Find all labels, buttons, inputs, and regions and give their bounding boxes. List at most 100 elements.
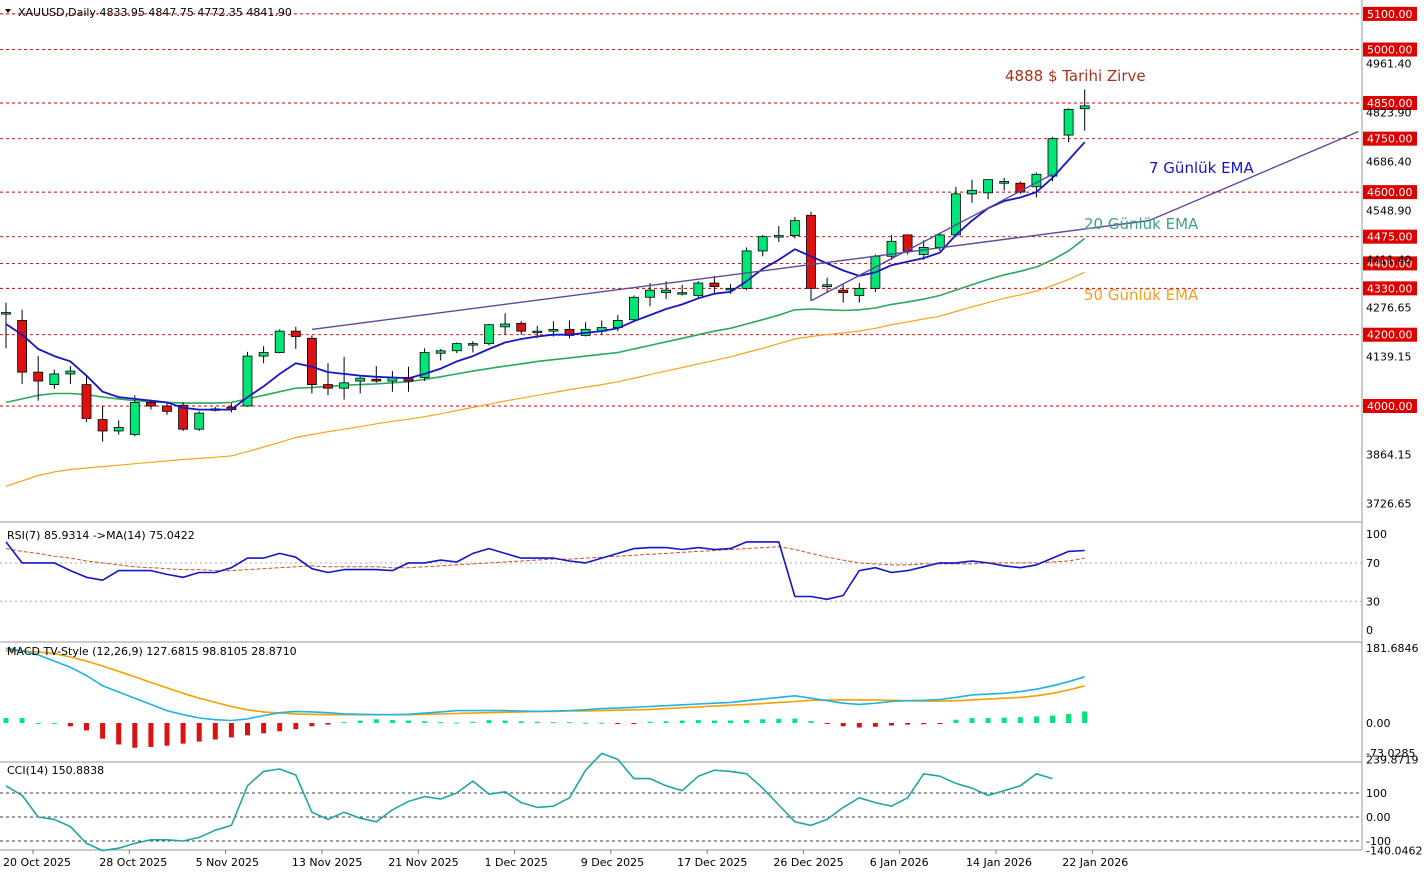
macd-histogram-bar [293, 723, 299, 730]
macd-lines [3, 647, 1088, 748]
macd-histogram-bar [792, 718, 798, 723]
price-level-tag-text: 4475.00 [1367, 231, 1413, 244]
macd-histogram-bar [438, 722, 444, 724]
macd-histogram-bar [889, 723, 894, 726]
macd-histogram-bar [406, 720, 411, 723]
annotation-ema7: 7 Günlük EMA [1149, 159, 1254, 177]
candle-body [355, 377, 366, 382]
candle [677, 284, 688, 296]
ema50-layer [5, 271, 1085, 487]
candle-body [951, 193, 961, 236]
candle [1, 302, 11, 349]
candle-body [258, 352, 269, 357]
price-axis-tick: 4548.90 [1366, 204, 1412, 217]
macd-histogram-bar [679, 720, 685, 723]
candle [49, 369, 60, 389]
macd-histogram-bar [470, 721, 476, 723]
macd-histogram-bar [357, 720, 363, 723]
candle-body [484, 324, 494, 345]
horizontal-levels[interactable] [0, 13, 1362, 407]
price-level-tag-text: 4600.00 [1367, 186, 1413, 199]
candle-body [757, 236, 768, 252]
candle-body [854, 287, 865, 296]
candle-body [1047, 138, 1058, 177]
candle [339, 356, 350, 400]
macd-histogram-bar [583, 722, 589, 724]
candle [81, 374, 92, 423]
candle-body [274, 330, 285, 353]
macd-histogram-bar [567, 722, 572, 724]
macd-histogram-bar [389, 720, 395, 723]
candle-body [1015, 182, 1026, 193]
macd-label: MACD TV-Style (12,26,9) 127.6815 98.8105… [7, 645, 297, 658]
macd-histogram-bar [1050, 715, 1055, 723]
cci-axis-tick: 100 [1366, 787, 1387, 800]
macd-histogram-bar [245, 723, 250, 736]
macd-histogram-bar [550, 722, 556, 724]
rsi-axis-tick: 0 [1366, 624, 1373, 637]
macd-signal-line [6, 649, 1085, 716]
candle [822, 277, 832, 292]
candle [451, 342, 462, 354]
candle [596, 320, 607, 335]
candle-body [1063, 109, 1074, 136]
time-axis-label: 28 Oct 2025 [99, 856, 167, 869]
macd-histogram-bar [100, 723, 106, 739]
macd-axis-tick: -73.0285 [1366, 747, 1415, 760]
macd-histogram-bar [180, 723, 186, 744]
candle-body [1, 312, 11, 315]
candle-body [323, 384, 333, 389]
macd-histogram-bar [325, 723, 331, 725]
time-axis-label: 14 Jan 2026 [966, 856, 1032, 869]
candle-body [967, 189, 977, 195]
candle [323, 363, 333, 396]
candle [854, 283, 865, 303]
candle [1063, 108, 1074, 143]
cci-axis-tick: -100 [1366, 835, 1391, 848]
candle-body [532, 330, 543, 334]
macd-histogram-bar [1066, 713, 1072, 723]
macd-histogram-bar [615, 723, 621, 724]
candle-body [451, 343, 462, 352]
candle [355, 376, 366, 394]
macd-histogram-bar [985, 718, 991, 723]
price-level-tag [1363, 42, 1417, 57]
candle-body [806, 214, 816, 289]
candle [886, 234, 897, 260]
macd-histogram-bar [631, 723, 637, 724]
macd-histogram-bar [3, 718, 9, 723]
rsi-axis-tick: 100 [1366, 528, 1387, 541]
candle [790, 217, 800, 239]
candle [129, 395, 140, 437]
candle [17, 309, 28, 384]
price-level-tag-text: 4400.00 [1367, 257, 1413, 270]
price-level-tag [1363, 96, 1417, 111]
time-axis: 20 Oct 2025 28 Oct 2025 5 Nov 2025 13 Nov 2… [3, 850, 1128, 869]
price-level-tag-text: 5100.00 [1367, 8, 1413, 21]
macd-histogram-bar [341, 722, 347, 724]
ema50-line [5, 271, 1085, 487]
rsi-axis-tick: 30 [1366, 595, 1380, 608]
macd-histogram-bar [647, 721, 653, 723]
collapse-triangle-icon[interactable] [5, 9, 11, 13]
cci-axis-tick: 0.00 [1366, 811, 1391, 824]
candle [387, 371, 398, 392]
candle [97, 406, 108, 442]
candle [419, 348, 430, 382]
macd-histogram-bar [840, 723, 846, 727]
ema7-line [5, 141, 1086, 411]
rsi-axis-tick: 70 [1366, 557, 1380, 570]
macd-histogram-bar [164, 723, 170, 746]
candle [500, 313, 511, 335]
macd-histogram-bar [51, 723, 57, 724]
candle-body [162, 405, 172, 412]
macd-histogram-bar [599, 722, 605, 724]
candle-body [194, 412, 205, 430]
candle [967, 179, 977, 203]
time-axis-label: 6 Jan 2026 [870, 856, 929, 869]
candle-body [1079, 105, 1090, 110]
macd-histogram-bar [728, 720, 733, 723]
trendlines[interactable] [311, 130, 1359, 331]
wedge-upper-line [311, 130, 1359, 331]
candle-body [983, 179, 993, 194]
